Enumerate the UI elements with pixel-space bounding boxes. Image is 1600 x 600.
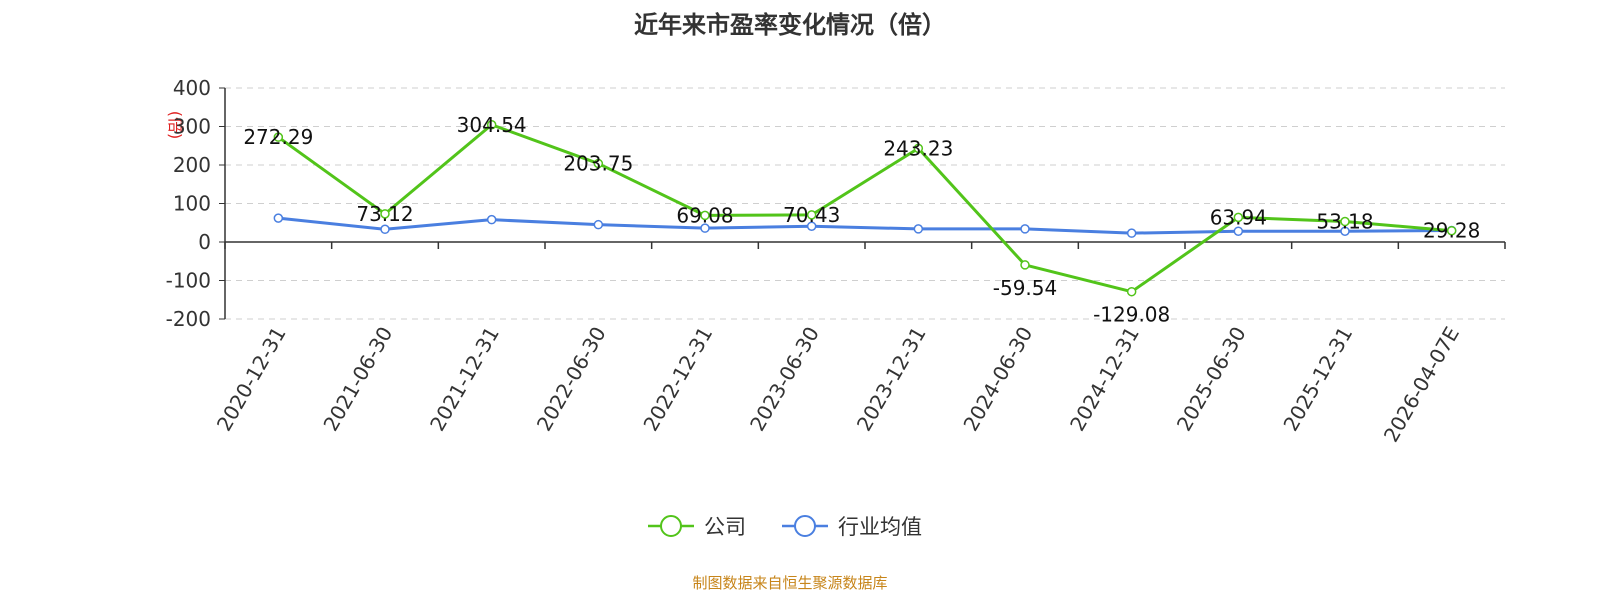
data-point [380, 224, 390, 235]
x-tick-label: 2020-12-31 [212, 323, 291, 436]
data-point [1020, 260, 1030, 270]
x-tick-label: 2023-06-30 [745, 323, 824, 436]
x-tick-label: 2022-06-30 [532, 323, 611, 436]
legend-label: 行业均值 [838, 515, 922, 539]
y-tick-label: 0 [198, 230, 211, 254]
data-point [700, 210, 710, 221]
data-point [806, 210, 817, 220]
data-label: 29.28 [1423, 219, 1480, 243]
chart-title: 近年来市盈率变化情况（倍） [634, 11, 946, 39]
x-tick-label: 2024-12-31 [1065, 323, 1144, 436]
data-point [700, 223, 710, 233]
series-group [273, 120, 1457, 297]
data-point [1020, 224, 1030, 234]
legend-circle-icon [660, 515, 682, 537]
data-point [913, 224, 924, 234]
data-point [1233, 226, 1244, 236]
data-label: 69.08 [676, 203, 733, 227]
data-point [1446, 225, 1457, 236]
data-label: 304.54 [457, 113, 527, 137]
y-tick-label: -200 [166, 307, 211, 331]
data-point [593, 158, 604, 169]
y-tick-label: -100 [166, 269, 211, 293]
y-tick-label: 200 [173, 153, 211, 177]
y-tick-label: 400 [173, 76, 211, 100]
series-line-1 [278, 216, 1452, 235]
legend-label: 公司 [704, 515, 746, 539]
y-axis-ticks: -200 -100 0 100 200 300 400 [166, 76, 225, 331]
y-tick-label: 300 [173, 115, 211, 139]
x-tick-label: 2026-04-07E [1379, 323, 1464, 447]
y-axis-label: (倍) [166, 111, 185, 140]
data-point [593, 219, 604, 230]
data-point [486, 120, 497, 130]
x-tick-label: 2023-12-31 [852, 322, 931, 435]
data-point [486, 214, 497, 225]
data-point [806, 221, 817, 231]
data-point [273, 132, 284, 142]
legend-circle-icon [794, 515, 816, 537]
data-label: 243.23 [883, 136, 953, 160]
x-tick-label: 2025-12-31 [1278, 323, 1357, 436]
data-point [1233, 212, 1244, 223]
data-point [380, 209, 390, 219]
series-line-0 [277, 123, 1452, 294]
data-label: 272.29 [243, 125, 313, 149]
data-label: -129.08 [1093, 303, 1170, 327]
data-label: 53.18 [1316, 210, 1373, 234]
data-label: 73.12 [356, 202, 413, 226]
data-labels: 272.29 73.12 304.54 203.75 69.08 70.43 243.23 -… [243, 113, 1480, 327]
y-tick-label: 100 [173, 192, 211, 216]
x-tick-label: 2025-06-30 [1172, 323, 1251, 436]
x-axis-ticks: 2020-12-31 2021-06-30 2021-12-31 2022-06-30… [212, 322, 1464, 446]
x-tick-label: 2021-06-30 [318, 323, 397, 436]
data-point [1126, 286, 1137, 297]
x-tick-label: 2021-12-31 [425, 322, 504, 435]
grid-lines [225, 87, 1505, 320]
x-tick-label: 2024-06-30 [958, 323, 1037, 436]
data-point [1126, 228, 1137, 238]
legend[interactable]: 公司 行业均值 [648, 515, 922, 539]
data-label: 203.75 [563, 152, 633, 176]
data-label: -59.54 [993, 276, 1057, 300]
data-label: 70.43 [783, 203, 840, 227]
data-point [273, 213, 284, 223]
data-point [1340, 216, 1350, 227]
data-point [913, 143, 924, 154]
legend-item-1[interactable]: 行业均值 [782, 515, 922, 539]
x-tick-label: 2022-12-31 [638, 323, 717, 436]
data-point [1340, 226, 1350, 236]
data-label: 63.94 [1210, 205, 1267, 229]
source-note: 制图数据来自恒生聚源数据库 [692, 574, 887, 592]
legend-item-0[interactable]: 公司 [648, 515, 746, 539]
